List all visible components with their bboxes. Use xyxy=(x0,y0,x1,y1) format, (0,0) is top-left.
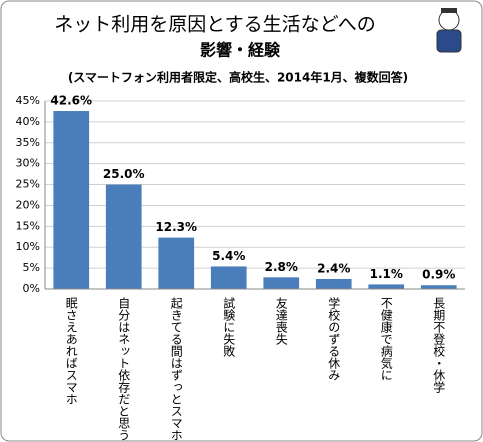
bar xyxy=(420,285,457,289)
x-tick-label: 長期不登校・休学 xyxy=(432,297,446,393)
y-tick-label: 0% xyxy=(23,282,40,295)
value-label: 1.1% xyxy=(370,267,403,281)
bar xyxy=(158,237,195,289)
value-label: 25.0% xyxy=(103,167,145,181)
y-tick-label: 20% xyxy=(16,198,40,211)
y-tick-label: 35% xyxy=(16,136,40,149)
x-tick-label: 学校のずる休み xyxy=(327,296,341,381)
x-tick-label: 試験に失敗 xyxy=(222,296,236,358)
chart-subtitle: 影響・経験 xyxy=(200,41,281,60)
bar xyxy=(368,284,405,289)
y-tick-label: 10% xyxy=(16,240,40,253)
chart-note: (スマートフォン利用者限定、高校生、2014年1月、複数回答) xyxy=(68,70,408,85)
value-label: 2.4% xyxy=(317,261,350,275)
value-label: 0.9% xyxy=(422,268,455,282)
x-tick-label: 友達喪失 xyxy=(274,297,288,345)
mascot xyxy=(436,8,462,53)
bar xyxy=(105,184,142,289)
y-tick-label: 40% xyxy=(16,115,40,128)
bar xyxy=(53,111,90,289)
bar xyxy=(315,278,352,289)
value-label: 12.3% xyxy=(155,220,197,234)
y-tick-label: 25% xyxy=(16,178,40,191)
x-tick-label: 自分はネット依存だと思う xyxy=(117,297,131,441)
x-tick-label: 眠さえあればスマホ xyxy=(64,297,78,405)
y-tick-label: 30% xyxy=(16,157,40,170)
y-tick-label: 45% xyxy=(16,94,40,107)
bar xyxy=(263,277,300,289)
x-tick-label: 不健康で病気に xyxy=(379,297,393,381)
value-label: 5.4% xyxy=(212,249,245,263)
bar xyxy=(210,266,247,289)
x-tick-label: 起きてる間はずっとスマホ xyxy=(169,297,183,441)
value-label: 42.6% xyxy=(50,94,92,108)
value-label: 2.8% xyxy=(265,260,298,274)
y-tick-label: 5% xyxy=(23,261,40,274)
chart-title: ネット利用を原因とする生活などへの xyxy=(54,14,375,36)
y-tick-label: 15% xyxy=(16,219,40,232)
